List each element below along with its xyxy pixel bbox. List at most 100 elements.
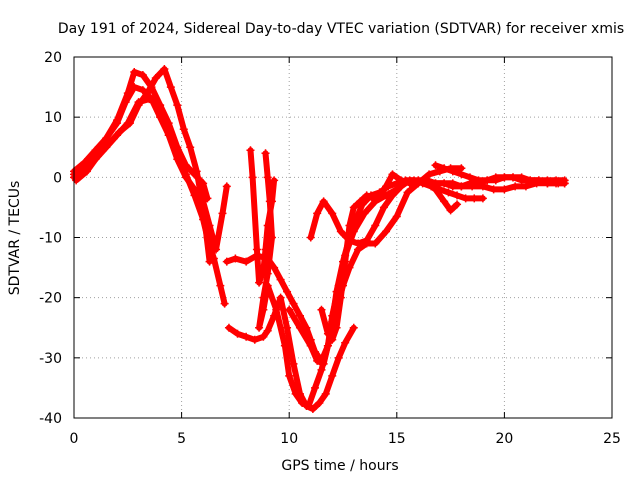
data-point-marker [199,203,208,212]
data-point-marker [173,101,182,110]
data-point-marker [216,281,225,290]
data-point-marker [345,221,354,230]
data-point-marker [375,191,384,200]
plot-frame [73,56,613,419]
data-point-marker [166,83,175,92]
data-point-marker [328,335,337,344]
series-track [318,171,461,343]
data-point-marker [422,176,431,185]
series-track-8 [246,146,279,287]
data-point-marker [483,176,492,185]
data-point-marker [405,176,414,185]
data-point-marker [291,389,300,398]
data-point-marker [173,143,182,152]
data-point-marker [341,257,350,266]
data-point-marker [313,209,322,218]
data-point-marker [259,266,268,275]
data-point-marker [315,398,324,407]
data-point-marker [319,359,328,368]
data-point-marker [224,323,233,332]
data-point-marker [356,197,365,206]
y-tick-label: 0 [53,170,62,186]
data-point-marker [323,329,332,338]
data-point-marker [289,299,298,308]
series-track-3 [72,65,214,266]
y-tick-label: -10 [39,231,62,247]
data-point-marker [345,236,354,245]
data-point-marker [233,329,242,338]
data-point-marker [306,233,315,242]
data-point-marker [552,179,561,188]
data-point-marker [311,383,320,392]
y-tick-label: 20 [44,50,62,66]
data-point-marker [457,182,466,191]
series-track-4 [70,95,212,203]
data-point-marker [130,68,139,77]
data-point-marker [349,203,358,212]
data-point-marker [403,188,412,197]
x-tick-label: 25 [603,431,621,447]
data-point-marker [308,404,317,413]
data-point-marker [425,170,434,179]
x-tick-label: 10 [280,431,298,447]
data-point-marker [205,257,214,266]
y-axis-label: SDTVAR / TECUs [7,181,23,296]
data-point-marker [470,194,479,203]
data-point-marker [440,197,449,206]
data-point-marker [270,176,279,185]
data-point-marker [362,191,371,200]
data-point-marker [102,143,111,152]
data-point-marker [543,179,552,188]
data-point-marker [489,185,498,194]
data-point-marker [534,176,543,185]
data-point-marker [295,323,304,332]
data-point-marker [328,209,337,218]
data-point-marker [397,182,406,191]
data-point-marker [164,119,173,128]
data-point-marker [440,179,449,188]
data-point-marker [382,227,391,236]
data-point-marker [491,176,500,185]
data-point-marker [263,221,272,230]
data-point-marker [121,98,130,107]
data-point-marker [123,119,132,128]
data-point-marker [259,332,268,341]
data-point-marker [526,176,535,185]
y-tick-label: -20 [39,291,62,307]
data-point-marker [199,179,208,188]
data-point-marker [246,146,255,155]
data-point-marker [336,293,345,302]
data-point-marker [354,239,363,248]
data-point-marker [461,194,470,203]
data-point-marker [328,371,337,380]
data-point-marker [261,245,270,254]
data-point-marker [151,74,160,83]
data-point-marker [181,161,190,170]
data-point-marker [440,164,449,173]
data-point-marker [321,389,330,398]
data-point-marker [113,131,122,140]
data-point-marker [392,212,401,221]
data-point-marker [371,221,380,230]
data-point-marker [448,182,457,191]
data-point-marker [285,305,294,314]
data-point-marker [517,176,526,185]
data-point-marker [388,170,397,179]
data-point-marker [500,173,509,182]
data-point-marker [143,89,152,98]
data-point-marker [203,194,212,203]
data-point-marker [91,146,100,155]
data-point-marker [261,149,270,158]
data-point-marker [267,197,276,206]
data-point-marker [102,134,111,143]
data-point-marker [255,278,264,287]
data-point-marker [130,83,139,92]
data-point-marker [382,182,391,191]
data-point-marker [276,275,285,284]
series-track-13 [422,173,569,191]
data-point-marker [336,227,345,236]
data-point-marker [379,203,388,212]
data-point-marker [270,263,279,272]
data-point-marker [190,170,199,179]
